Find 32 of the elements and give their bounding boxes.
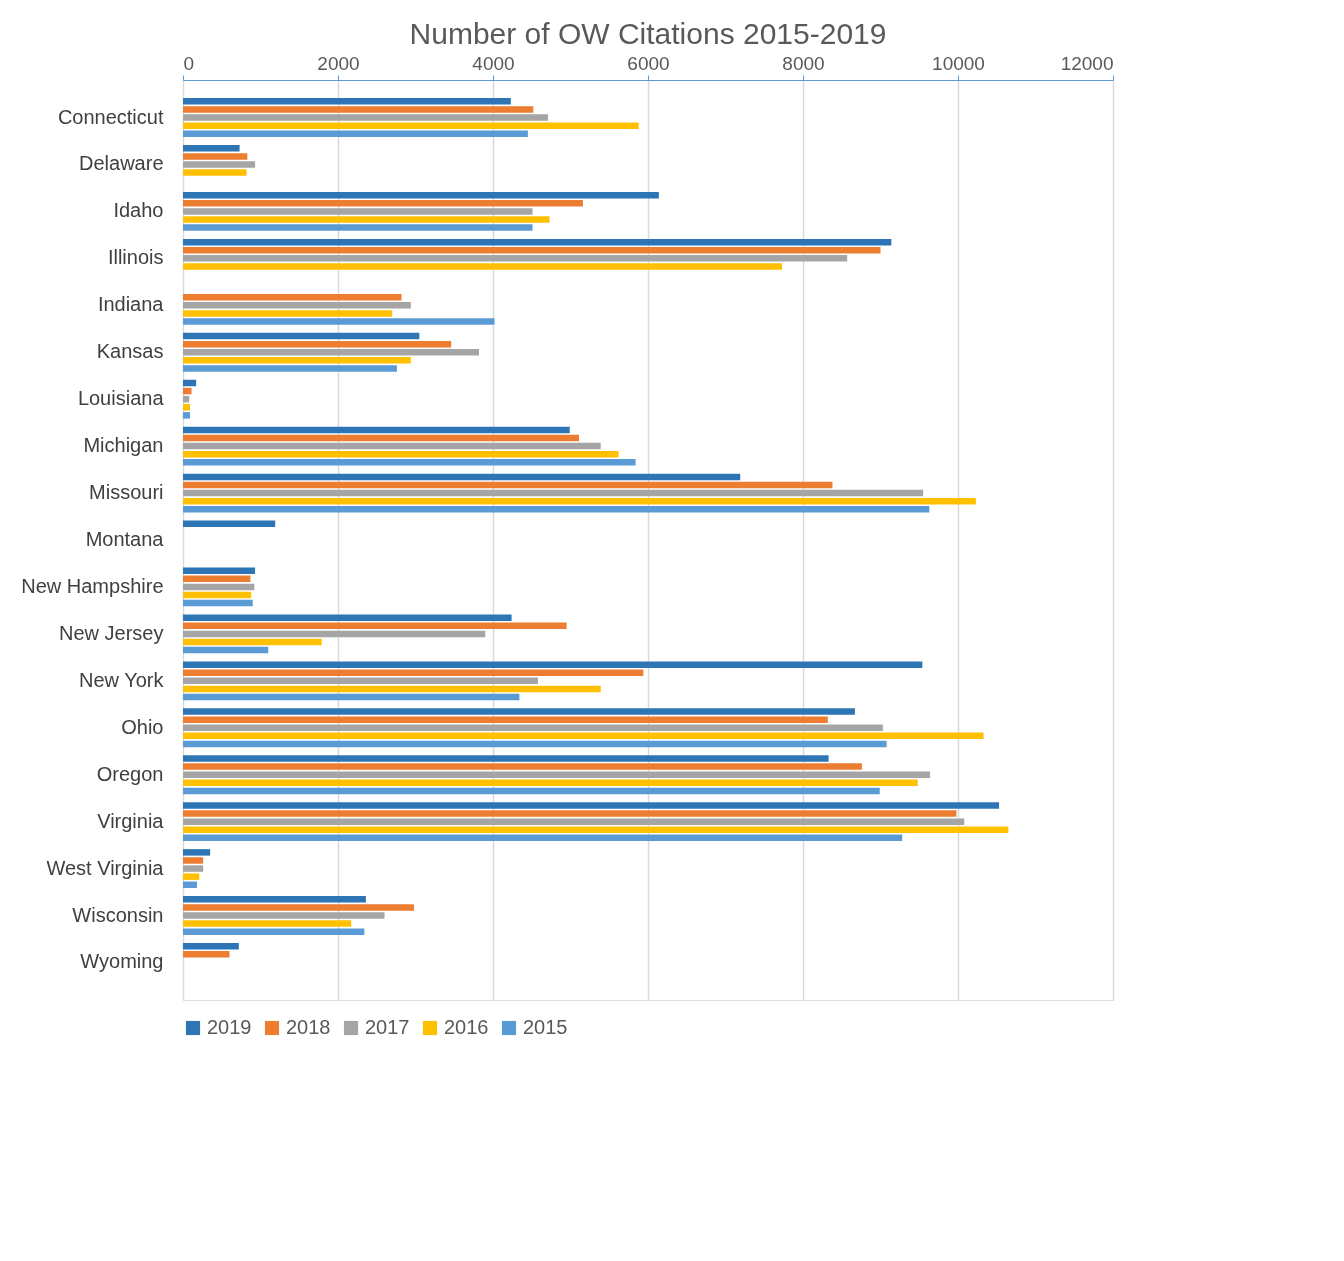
y-tick-label: Illinois [107, 246, 164, 269]
legend-label: 2018 [286, 1016, 331, 1038]
y-tick-label: Oregon [96, 762, 164, 785]
legend-label: 2015 [523, 1016, 568, 1038]
chart-title: Number of OW Citations 2015-2019 [409, 17, 887, 50]
x-tick-label: 10000 [932, 52, 985, 74]
legend-label: 2017 [365, 1016, 410, 1038]
legend-label: 2019 [207, 1016, 252, 1038]
y-tick-label: Wyoming [80, 950, 164, 973]
x-tick-label: 4000 [472, 52, 515, 74]
y-tick-label: New Hampshire [21, 574, 164, 597]
y-tick-label: Ohio [121, 715, 164, 738]
y-tick-label: New York [79, 668, 165, 691]
legend-label: 2016 [444, 1016, 489, 1038]
y-tick-label: Indiana [97, 293, 165, 316]
x-tick-label: 0 [183, 52, 195, 74]
x-tick-label: 12000 [1060, 52, 1114, 74]
y-tick-label: Wisconsin [72, 903, 164, 926]
x-tick-label: 8000 [782, 52, 825, 74]
x-tick-label: 6000 [627, 52, 670, 74]
y-tick-label: Virginia [97, 809, 165, 832]
y-tick-label: West Virginia [46, 856, 165, 879]
y-tick-label: Michigan [83, 434, 164, 457]
y-tick-label: Kansas [96, 340, 164, 363]
y-tick-label: Louisiana [77, 387, 165, 410]
y-tick-label: Idaho [113, 199, 164, 222]
y-tick-label: Missouri [89, 481, 164, 504]
y-tick-label: Delaware [79, 152, 164, 175]
y-tick-label: Connecticut [57, 105, 164, 128]
x-tick-label: 2000 [317, 52, 360, 74]
y-tick-label: New Jersey [59, 621, 164, 644]
y-tick-label: Montana [85, 528, 165, 550]
